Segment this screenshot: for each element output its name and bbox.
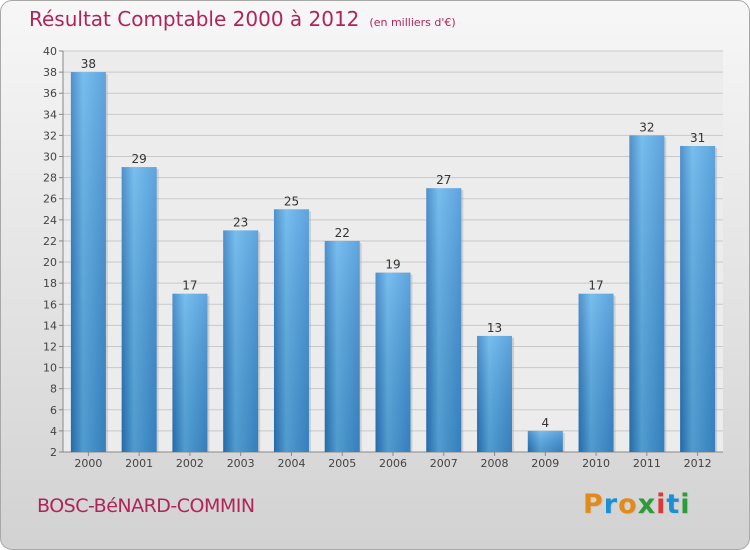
brand-letter: i	[680, 489, 691, 520]
title-row: Résultat Comptable 2000 à 2012 (en millie…	[29, 7, 456, 31]
brand-letter: r	[603, 489, 619, 520]
bar-sheen	[477, 335, 513, 452]
bar-value-label: 32	[639, 120, 654, 134]
bar-value-label: 31	[690, 131, 705, 145]
x-tick-label: 2000	[74, 457, 102, 470]
bar-sheen	[70, 72, 106, 453]
y-tick-label: 16	[43, 298, 57, 311]
bar-value-label: 4	[541, 416, 549, 430]
x-tick-label: 2009	[531, 457, 559, 470]
bar-value-label: 25	[284, 194, 299, 208]
bar-value-label: 17	[182, 279, 197, 293]
brand-letter: x	[637, 489, 657, 520]
brand-letter: o	[618, 489, 638, 520]
bar-sheen	[578, 293, 614, 452]
y-tick-label: 10	[43, 362, 57, 375]
y-tick-label: 20	[43, 256, 57, 269]
y-tick-label: 38	[43, 66, 57, 79]
y-tick-label: 32	[43, 129, 57, 142]
bar-sheen	[680, 145, 716, 452]
bar-sheen	[375, 272, 411, 452]
brand-letter: t	[666, 489, 681, 520]
bar-sheen	[223, 230, 259, 452]
bar-value-label: 17	[588, 279, 603, 293]
bar-value-label: 38	[81, 57, 96, 71]
chart-subtitle: (en milliers d'€)	[369, 16, 456, 29]
y-tick-label: 6	[50, 404, 57, 417]
y-tick-label: 40	[43, 45, 57, 58]
y-tick-label: 14	[43, 319, 57, 332]
x-tick-label: 2008	[481, 457, 509, 470]
x-tick-label: 2002	[176, 457, 204, 470]
bar-value-label: 13	[487, 321, 502, 335]
y-tick-label: 28	[43, 172, 57, 185]
y-tick-label: 30	[43, 151, 57, 164]
x-tick-label: 2010	[582, 457, 610, 470]
x-tick-label: 2001	[125, 457, 153, 470]
y-tick-label: 12	[43, 340, 57, 353]
y-tick-label: 26	[43, 193, 57, 206]
bar-sheen	[172, 293, 208, 452]
bar-sheen	[324, 240, 360, 452]
x-tick-label: 2006	[379, 457, 407, 470]
y-tick-label: 4	[50, 425, 57, 438]
y-tick-label: 24	[43, 214, 57, 227]
y-tick-label: 2	[50, 446, 57, 459]
bar-sheen	[426, 188, 462, 452]
bar-sheen	[121, 167, 157, 452]
x-tick-label: 2005	[328, 457, 356, 470]
bar-value-label: 23	[233, 215, 248, 229]
x-tick-label: 2007	[430, 457, 458, 470]
x-tick-label: 2011	[633, 457, 661, 470]
bar-value-label: 27	[436, 173, 451, 187]
brand-letter: P	[583, 489, 604, 520]
bar-value-label: 22	[335, 226, 350, 240]
bar-value-label: 29	[132, 152, 147, 166]
y-tick-label: 22	[43, 235, 57, 248]
x-tick-label: 2004	[277, 457, 305, 470]
y-tick-label: 8	[50, 383, 57, 396]
y-tick-label: 18	[43, 277, 57, 290]
brand-logo: Proxiti	[583, 489, 691, 520]
brand-letter: i	[656, 489, 667, 520]
x-tick-label: 2012	[684, 457, 712, 470]
bar-value-label: 19	[385, 258, 400, 272]
y-tick-label: 36	[43, 87, 57, 100]
bar-sheen	[527, 430, 563, 452]
bar-sheen	[629, 135, 665, 452]
x-tick-label: 2003	[227, 457, 255, 470]
y-tick-label: 34	[43, 108, 57, 121]
bar-sheen	[273, 209, 309, 452]
location-name: BOSC-BéNARD-COMMIN	[37, 495, 255, 517]
chart-title: Résultat Comptable 2000 à 2012	[29, 7, 360, 31]
